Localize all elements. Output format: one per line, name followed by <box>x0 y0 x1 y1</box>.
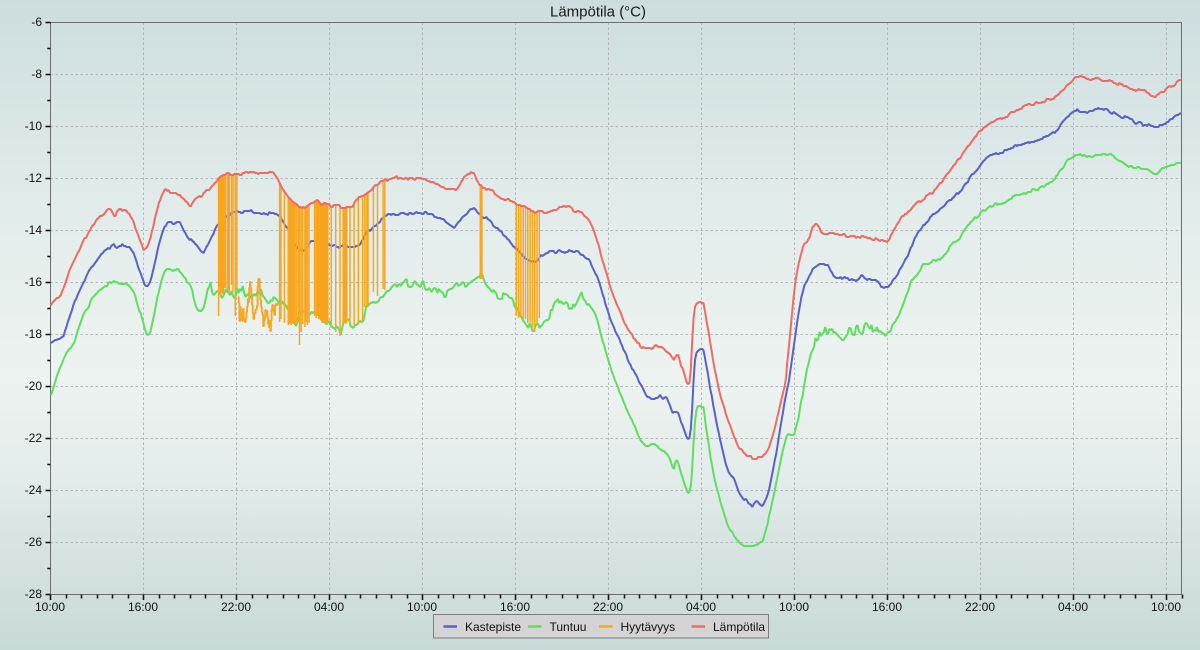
svg-text:16:00: 16:00 <box>128 600 158 614</box>
svg-text:04:00: 04:00 <box>314 600 344 614</box>
svg-text:22:00: 22:00 <box>593 600 623 614</box>
svg-text:-28: -28 <box>25 587 43 601</box>
svg-text:-14: -14 <box>25 223 43 237</box>
svg-text:-20: -20 <box>25 379 43 393</box>
svg-text:10:00: 10:00 <box>35 600 65 614</box>
svg-text:Lämpötila (°C): Lämpötila (°C) <box>550 4 646 21</box>
svg-text:Hyytävyys: Hyytävyys <box>621 620 676 634</box>
svg-text:-8: -8 <box>31 67 42 81</box>
svg-text:Tuntuu: Tuntuu <box>550 620 587 634</box>
svg-text:-12: -12 <box>25 171 43 185</box>
svg-text:-24: -24 <box>25 483 43 497</box>
svg-text:04:00: 04:00 <box>1058 600 1088 614</box>
svg-text:16:00: 16:00 <box>500 600 530 614</box>
svg-text:22:00: 22:00 <box>965 600 995 614</box>
svg-text:10:00: 10:00 <box>407 600 437 614</box>
svg-text:-22: -22 <box>25 431 43 445</box>
svg-text:-10: -10 <box>25 119 43 133</box>
svg-text:-18: -18 <box>25 327 43 341</box>
svg-text:22:00: 22:00 <box>221 600 251 614</box>
svg-text:16:00: 16:00 <box>872 600 902 614</box>
svg-text:Kastepiste: Kastepiste <box>465 620 521 634</box>
svg-text:-16: -16 <box>25 275 43 289</box>
svg-text:10:00: 10:00 <box>1151 600 1181 614</box>
svg-text:-6: -6 <box>31 15 42 29</box>
svg-text:04:00: 04:00 <box>686 600 716 614</box>
svg-text:10:00: 10:00 <box>779 600 809 614</box>
svg-text:-26: -26 <box>25 535 43 549</box>
svg-text:Lämpötila: Lämpötila <box>713 620 765 634</box>
